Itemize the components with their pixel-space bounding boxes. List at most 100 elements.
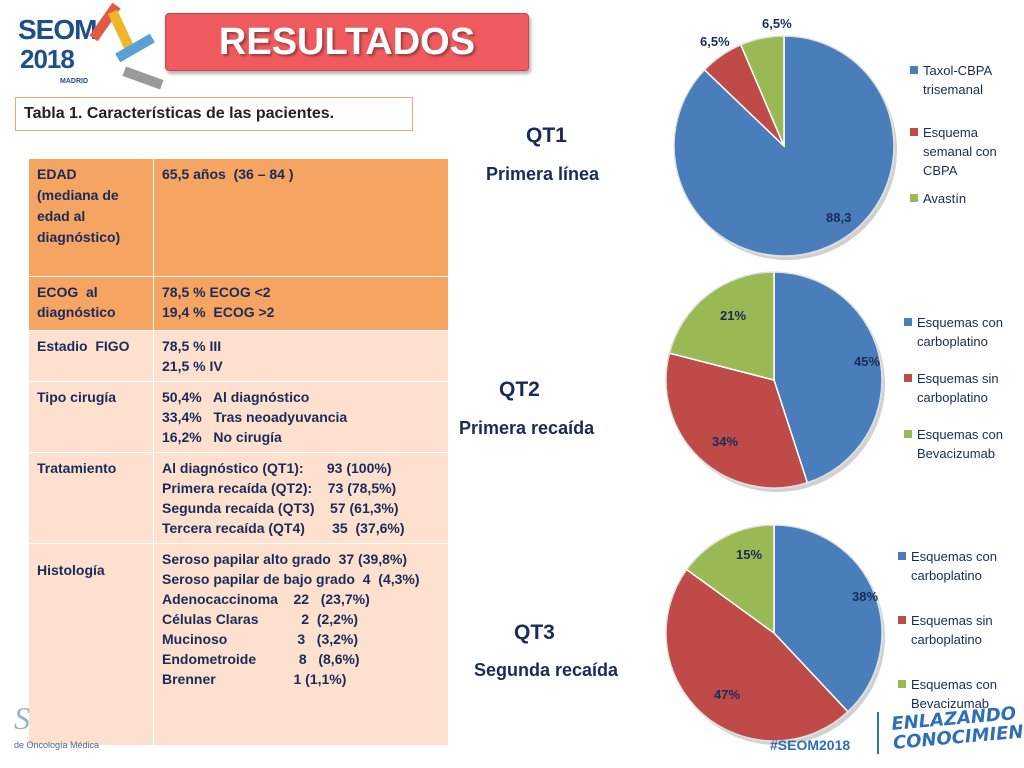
logo-text-seom: SEOM — [18, 14, 97, 45]
legend-label: Esquemas con — [911, 677, 997, 692]
cell-text: Tercera recaída (QT4) 35 (37,6%) — [162, 520, 405, 536]
table-row: Tratamiento Al diagnóstico (QT1): 93 (100… — [28, 452, 449, 544]
table-cell-label: Tipo cirugía — [28, 381, 154, 453]
table-row: Tipo cirugía 50,4% Al diagnóstico 33,4% Tr… — [28, 381, 449, 453]
cell-text: Tipo cirugía — [37, 389, 117, 405]
legend-label: trisemanal — [923, 82, 983, 97]
legend-label: Esquemas con — [911, 549, 997, 564]
legend-label: Bevacizumab — [911, 696, 990, 711]
pie-data-label: 47% — [714, 687, 740, 702]
legend-label: semanal con — [923, 144, 997, 159]
legend-label: Bevacizumab — [917, 446, 996, 461]
pie-slice-3 — [739, 35, 785, 147]
legend-swatch — [904, 430, 912, 438]
patient-characteristics-table: EDAD (mediana de edad al diagnóstico) 65,5 a… — [28, 158, 449, 746]
pie-data-label: 6,5% — [762, 16, 792, 31]
legend-label: Taxol-CBPA — [923, 63, 993, 78]
legend-label: Esquema — [923, 125, 978, 140]
cell-text: Histología — [37, 562, 105, 578]
pie-outline — [665, 524, 883, 742]
legend-entry: Esquemas con carboplatino — [904, 313, 1014, 351]
legend-swatch — [898, 552, 906, 560]
legend-swatch — [898, 616, 906, 624]
legend-swatch — [904, 374, 912, 382]
pie-data-label: 15% — [736, 547, 762, 562]
decor-stripe — [122, 66, 164, 90]
table-cell-label: ECOG al diagnóstico — [28, 276, 154, 331]
cell-text: Estadio FIGO — [37, 338, 130, 354]
pie-slice-2 — [665, 352, 809, 489]
chart-subtitle-qt2: Primera recaída — [459, 418, 595, 438]
footer-divider — [877, 712, 879, 754]
cell-text: Mucinoso 3 (3,2%) — [162, 631, 359, 647]
pie-data-label: 45% — [854, 354, 880, 369]
cell-text: Tratamiento — [37, 460, 117, 476]
pie-slice-1 — [773, 271, 883, 484]
legend-swatch — [910, 194, 918, 202]
table-cell-value: 78,5 % ECOG <2 19,4 % ECOG >2 — [153, 276, 449, 331]
cell-text: ECOG al — [37, 284, 98, 300]
page-title: RESULTADOS — [218, 20, 476, 63]
chart-title-qt1: QT1 — [526, 124, 567, 147]
table-row: Estadio FIGO 78,5 % III 21,5 % IV — [28, 330, 449, 382]
cell-text: edad al — [37, 208, 86, 224]
table-row: ECOG al diagnóstico 78,5 % ECOG <2 19,4 % E… — [28, 276, 449, 331]
seom-footer-logo: S de Oncología Médica — [14, 700, 144, 756]
cell-text: EDAD — [37, 166, 77, 182]
cell-text: Brenner 1 (1,1%) — [162, 671, 347, 687]
table-cell-value: Al diagnóstico (QT1): 93 (100%) Primera r… — [153, 452, 449, 544]
pie-chart-qt2: 45% 34% 21% — [665, 271, 885, 492]
legend-label: Esquemas con — [917, 315, 1003, 330]
pie-chart-qt1: 88,3 6,5% 6,5% — [673, 16, 897, 260]
logo-text-year: 2018 — [20, 44, 75, 74]
pie-data-label: 21% — [720, 308, 746, 323]
logo-text-city: MADRID — [60, 78, 88, 85]
cell-text: Al diagnóstico (QT1): 93 (100%) — [162, 460, 392, 476]
legend-entry: Taxol-CBPA trisemanal — [910, 61, 1020, 99]
table-cell-label: Estadio FIGO — [28, 330, 154, 382]
legend-entry: Esquemas con Bevacizumab — [898, 675, 1008, 713]
legend-swatch — [898, 680, 906, 688]
seom-logo: SEOM 2018 MADRID — [14, 8, 98, 90]
pie-outline — [673, 35, 895, 257]
cell-text: 78,5 % III — [162, 338, 222, 354]
cell-text: diagnóstico — [37, 304, 116, 320]
footer-org-name: de Oncología Médica — [14, 740, 100, 750]
cell-text: 33,4% Tras neoadyuvancia — [162, 409, 348, 425]
cell-text: Primera recaída (QT2): 73 (78,5%) — [162, 480, 397, 496]
title-banner: RESULTADOS — [165, 13, 529, 71]
cell-text: 65,5 años (36 – 84 ) — [162, 166, 294, 182]
chart-title-qt2: QT2 — [499, 378, 540, 401]
table-caption: Tabla 1. Características de las paciente… — [15, 97, 413, 131]
legend-label: Esquemas con — [917, 427, 1003, 442]
legend-label: carboplatino — [911, 632, 982, 647]
pie-slice-2 — [665, 568, 849, 742]
cell-text: 78,5 % ECOG <2 — [162, 284, 271, 300]
pie-slice-3 — [685, 524, 775, 635]
cell-text: Seroso papilar alto grado 37 (39,8%) — [162, 551, 408, 567]
table-cell-value: 65,5 años (36 – 84 ) — [153, 158, 449, 277]
legend-entry: Esquema semanal con CBPA — [910, 123, 1020, 180]
cell-text: Segunda recaída (QT3) 57 (61,3%) — [162, 500, 399, 516]
event-hashtag: #SEOM2018 — [770, 737, 851, 753]
cell-text: Seroso papilar de bajo grado 4 (4,3%) — [162, 571, 420, 587]
legend-entry: Esquemas con carboplatino — [898, 547, 1008, 585]
legend-label: carboplatino — [917, 390, 988, 405]
table-cell-label: Tratamiento — [28, 452, 154, 544]
cell-text: Células Claras 2 (2,2%) — [162, 611, 359, 627]
table-row: EDAD (mediana de edad al diagnóstico) 65,5 a… — [28, 158, 449, 277]
pie-slice-3 — [668, 271, 775, 381]
cell-text: 21,5 % IV — [162, 358, 223, 374]
table-cell-value: 78,5 % III 21,5 % IV — [153, 330, 449, 382]
legend-swatch — [910, 66, 918, 74]
pie-data-label: 38% — [852, 589, 878, 604]
chart-title-qt3: QT3 — [514, 621, 555, 644]
pie-data-label: 88,3 — [826, 210, 851, 225]
pie-data-label: 6,5% — [700, 34, 730, 49]
legend-label: CBPA — [923, 163, 958, 178]
legend-entry: Esquemas con Bevacizumab — [904, 425, 1014, 463]
table-cell-label: Histología — [28, 543, 154, 746]
table-cell-value: 50,4% Al diagnóstico 33,4% Tras neoadyuva… — [153, 381, 449, 453]
chart-subtitle-qt1: Primera línea — [486, 164, 600, 184]
chart-subtitle-qt3: Segunda recaída — [474, 660, 619, 680]
